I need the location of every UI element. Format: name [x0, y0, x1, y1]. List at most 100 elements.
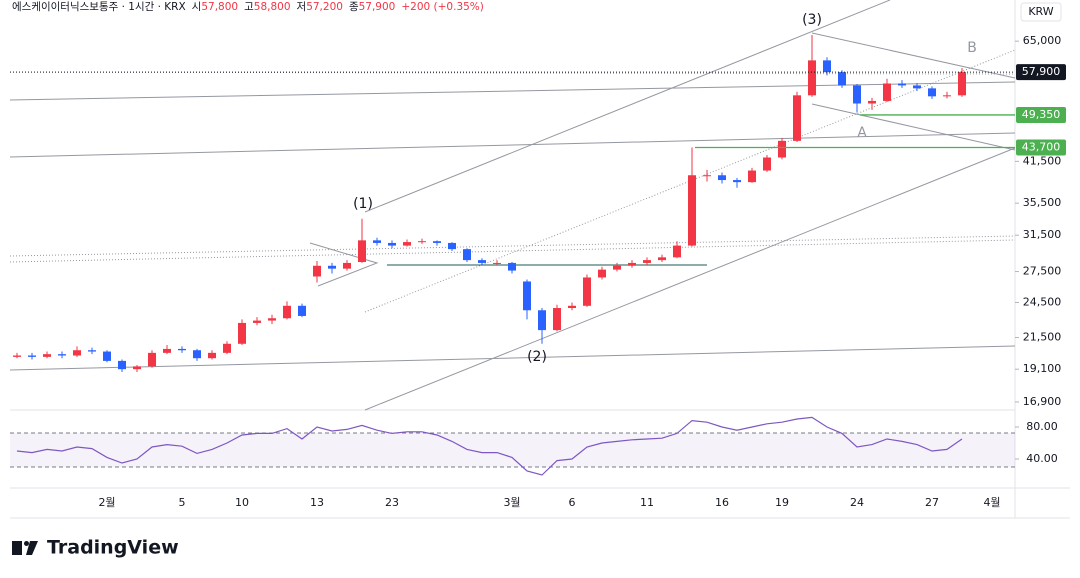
candle-body [478, 260, 486, 263]
candle-body [238, 322, 246, 344]
candle-body [853, 85, 861, 104]
candle-body [898, 83, 906, 86]
price-label-box [1016, 106, 1066, 123]
dotted-line [9, 71, 1016, 75]
wave-label: A [857, 125, 867, 141]
rsi-tick-label: 80.00 [1026, 420, 1058, 433]
candle-body [433, 241, 441, 243]
channel-line [364, 147, 1016, 411]
candle-body [133, 366, 141, 370]
y-tick-label: 19,100 [1023, 362, 1062, 375]
x-tick-label: 10 [235, 496, 249, 509]
candle-body [628, 262, 636, 266]
candle-body [523, 281, 531, 311]
candle-body [643, 260, 651, 263]
trend-line [9, 345, 1016, 371]
wave-label: (2) [527, 349, 547, 365]
x-tick-label: 11 [640, 496, 654, 509]
brand: TradingView [47, 537, 179, 559]
candle-body [343, 262, 351, 269]
wave-label: B [967, 40, 977, 56]
x-tick-label: 3월 [503, 496, 520, 509]
channel-line [364, 0, 891, 213]
candle-body [493, 262, 501, 264]
candle-body [208, 352, 216, 359]
candle-body [403, 242, 411, 246]
currency-box [1020, 2, 1062, 22]
y-tick-label: 65,000 [1023, 34, 1062, 47]
candle-body [283, 305, 291, 319]
candle-body [538, 310, 546, 331]
ohlc-label: 시 [192, 1, 202, 13]
candle-body [463, 249, 471, 261]
ohlc-value: 57,800 [201, 1, 238, 13]
candle-body [508, 262, 516, 271]
candle-body [193, 350, 201, 359]
candle-body [883, 83, 891, 101]
candle-body [88, 350, 96, 352]
price-label: 43,700 [1022, 141, 1061, 154]
candle-body [13, 355, 21, 357]
candle-body [358, 240, 366, 262]
candle-body [568, 305, 576, 309]
candle-body [613, 265, 621, 270]
x-tick-label: 16 [715, 496, 729, 509]
ohlc-label: 저 [297, 1, 307, 13]
candle-body [688, 175, 696, 246]
y-tick-label: 41,500 [1023, 154, 1062, 167]
x-tick-label: 23 [385, 496, 399, 509]
x-tick-label: 19 [775, 496, 789, 509]
currency: KRW [1028, 5, 1053, 18]
dotted-line [9, 239, 1016, 263]
wave-line [811, 103, 1016, 151]
y-tick-label: 21,500 [1023, 330, 1062, 343]
y-tick-label: 31,500 [1023, 228, 1062, 241]
y-tick-label: 27,500 [1023, 265, 1062, 278]
change: +200 (+0.35%) [401, 1, 484, 13]
rsi-line [16, 416, 963, 476]
price-label: 49,350 [1022, 108, 1061, 121]
ohlc-value: 58,800 [254, 1, 291, 13]
symbol-title: 에스케이이터닉스보통주 · 1시간 · KRX [12, 1, 186, 13]
x-tick-label: 2월 [98, 496, 115, 509]
candle-body [373, 240, 381, 243]
rsi-band [10, 433, 1015, 467]
candle-body [733, 180, 741, 183]
x-tick-label: 4월 [983, 496, 1000, 509]
candle-body [58, 354, 66, 356]
candle-body [553, 308, 561, 331]
candle-body [703, 175, 711, 177]
candle-body [298, 305, 306, 316]
candle-body [178, 348, 186, 351]
candle-body [583, 277, 591, 306]
ohlc-label: 종 [349, 1, 359, 13]
candle-body [928, 88, 936, 97]
candle-body [868, 100, 876, 104]
candle-body [823, 60, 831, 73]
candle-body [958, 72, 966, 96]
x-tick-label: 27 [925, 496, 939, 509]
candle-body [73, 350, 81, 356]
wave-label: (3) [802, 12, 822, 28]
y-tick-label: 16,900 [1023, 395, 1062, 408]
candle-body [943, 95, 951, 97]
y-tick-label: 24,500 [1023, 295, 1062, 308]
price-label-box [1016, 139, 1066, 156]
candle-body [808, 60, 816, 96]
ohlc-label: 고 [244, 1, 254, 13]
candle-body [268, 318, 276, 321]
price-label: 57,900 [1022, 65, 1061, 78]
candle-body [103, 351, 111, 361]
x-tick-label: 24 [850, 496, 864, 509]
candle-body [748, 170, 756, 183]
x-tick-label: 5 [179, 496, 186, 509]
ohlc-value: 57,900 [359, 1, 396, 13]
candle-body [163, 348, 171, 353]
wave-label: (1) [353, 196, 373, 212]
trend-line [9, 132, 1016, 158]
ohlc-value: 57,200 [306, 1, 343, 13]
rsi-tick-label: 40.00 [1026, 452, 1058, 465]
header: 에스케이이터닉스보통주 · 1시간 · KRX 시57,800 고58,800 저57… [12, 1, 484, 13]
y-tick-label: 35,500 [1023, 196, 1062, 209]
